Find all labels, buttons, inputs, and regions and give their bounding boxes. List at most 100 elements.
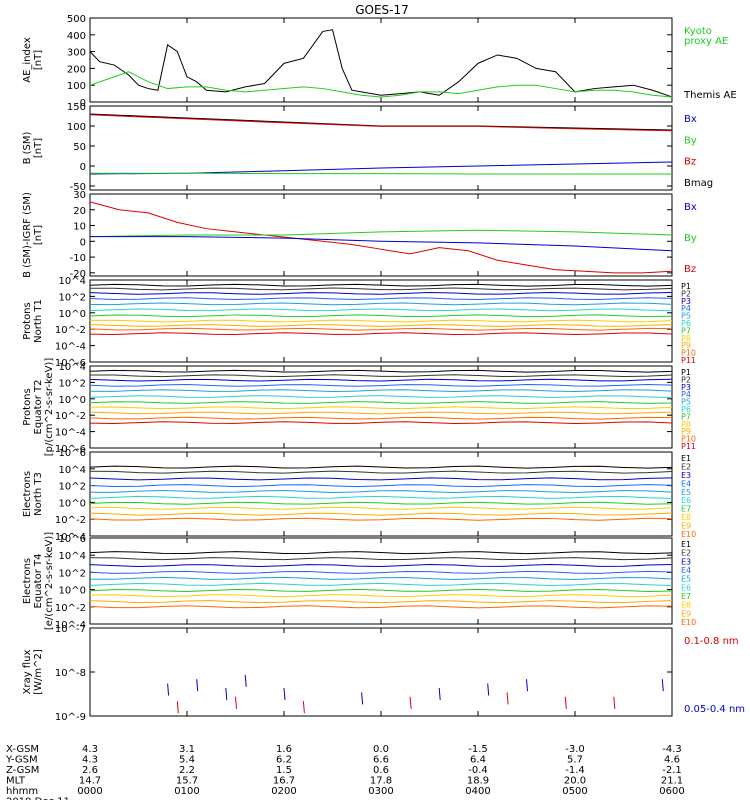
series-line xyxy=(89,421,673,425)
y-tick-label: 10^-2 xyxy=(55,603,86,614)
y-tick-label: 10^4 xyxy=(59,551,86,562)
y-axis-label: Xray flux xyxy=(22,650,33,695)
y-tick-label: 10^4 xyxy=(59,465,86,476)
y-tick-label: 10^-4 xyxy=(55,620,86,631)
legend-entry: P8 xyxy=(681,334,691,343)
legend-entry: P7 xyxy=(681,412,691,421)
y-axis-label: [nT] xyxy=(33,50,44,70)
ephemeris-table: X-GSM 4.3 3.1 1.6 0.0 -1.5 -3.0 -4.3 Y-GSM 4.3 5.4… xyxy=(5,744,685,800)
legend-entry: P3 xyxy=(681,383,691,392)
y-tick-label: 10^-4 xyxy=(55,532,86,543)
ephemeris-value: 6.6 xyxy=(373,755,389,766)
panel-5: Electrons North T3 10^6 10^4 10^2 10^0 10^-2 10… xyxy=(22,448,696,543)
y-tick-label: 10^-2 xyxy=(55,411,86,422)
legend-entry: E1 xyxy=(681,540,691,549)
ephemeris-value: 4.6 xyxy=(664,755,680,766)
series-line xyxy=(89,161,673,175)
data-point xyxy=(167,683,170,696)
panel-frame xyxy=(89,279,673,363)
plot-title: GOES-17 xyxy=(355,3,409,17)
panel-1: B (SM) [nT] -50 0 50 100 150 Bx By Bz Bmag xyxy=(22,102,713,193)
ephemeris-value: 0200 xyxy=(271,786,296,797)
data-point xyxy=(487,683,490,696)
y-tick-label: 10^2 xyxy=(59,482,86,493)
legend-entry: P7 xyxy=(681,326,691,335)
legend-entry: 0.05-0.4 nm xyxy=(684,704,745,715)
ephemeris-row-label: MLT xyxy=(6,776,26,787)
series-line xyxy=(89,283,673,287)
series-line xyxy=(89,501,673,505)
series-line xyxy=(89,374,673,378)
y-tick-label: 50 xyxy=(73,142,86,153)
series-line xyxy=(89,292,673,295)
series-line xyxy=(89,302,673,306)
y-tick-label: 10^-6 xyxy=(55,444,86,455)
ephemeris-value: 4.3 xyxy=(82,744,98,755)
legend-entry: E4 xyxy=(681,566,691,575)
y-tick-label: 10^0 xyxy=(59,395,86,406)
series-line xyxy=(89,201,673,274)
series-line xyxy=(89,484,673,488)
legend-entry: E8 xyxy=(681,601,691,610)
series-line xyxy=(89,594,673,598)
legend-entry: E3 xyxy=(681,471,691,480)
ephemeris-value: 0600 xyxy=(659,786,684,797)
y-tick-label: 20 xyxy=(73,206,86,217)
series-line xyxy=(89,465,673,469)
legend-entry: By xyxy=(684,135,697,146)
y-tick-label: 10^-9 xyxy=(55,712,86,723)
legend-entry: P3 xyxy=(681,297,691,306)
data-point xyxy=(283,687,286,701)
series-line xyxy=(89,489,673,493)
y-tick-label: 30 xyxy=(73,190,86,201)
legend-entry: P5 xyxy=(681,312,691,321)
ephemeris-value: 2.6 xyxy=(82,765,98,776)
series-line xyxy=(89,551,673,555)
legend-entry: P11 xyxy=(681,442,696,451)
series-line xyxy=(89,327,673,331)
legend-entry: Bx xyxy=(684,114,697,125)
y-tick-label: 10^2 xyxy=(59,568,86,579)
series-line xyxy=(89,406,673,410)
ephemeris-date: 2019 Dec 11 xyxy=(6,797,70,800)
y-tick-label: -20 xyxy=(70,269,86,280)
series-line xyxy=(89,600,673,604)
panel-frame xyxy=(89,17,673,103)
y-tick-label: 10^6 xyxy=(59,534,86,545)
ephemeris-value: 6.4 xyxy=(470,755,486,766)
legend-entry: proxy AE xyxy=(684,36,728,47)
legend-entry: Bz xyxy=(684,157,696,168)
panel-3: Protons North T1 10^4 10^2 10^0 10^-2 10^-4 10^… xyxy=(22,276,696,369)
series-line xyxy=(89,383,673,387)
series-line xyxy=(89,495,673,499)
y-axis-label: [W/m^2] xyxy=(33,649,44,695)
data-point xyxy=(438,687,441,701)
ephemeris-value: 15.7 xyxy=(176,776,198,787)
series-line xyxy=(89,369,673,373)
y-tick-label: 10^-2 xyxy=(55,515,86,526)
legend-entry: E5 xyxy=(681,488,691,497)
series-line xyxy=(89,395,673,398)
ephemeris-value: 18.9 xyxy=(467,776,489,787)
data-point xyxy=(196,679,199,692)
ephemeris-value: 0000 xyxy=(77,786,102,797)
data-point xyxy=(361,692,364,705)
y-axis-label: [nT] xyxy=(33,225,44,245)
y-tick-label: 10^2 xyxy=(59,378,86,389)
y-tick-label: 0 xyxy=(80,98,86,109)
legend-entry: E5 xyxy=(681,575,691,584)
legend-entry: E4 xyxy=(681,479,691,488)
data-point xyxy=(661,679,664,692)
data-point xyxy=(506,692,509,705)
series-line xyxy=(89,389,673,392)
legend-entry: P5 xyxy=(681,398,691,407)
panel-frame xyxy=(89,537,673,625)
series-line xyxy=(89,411,673,415)
series-line xyxy=(89,557,673,561)
series-line xyxy=(89,512,673,516)
series-line xyxy=(89,229,673,238)
y-tick-label: 10^-4 xyxy=(55,342,86,353)
ephemeris-value: 0300 xyxy=(368,786,393,797)
